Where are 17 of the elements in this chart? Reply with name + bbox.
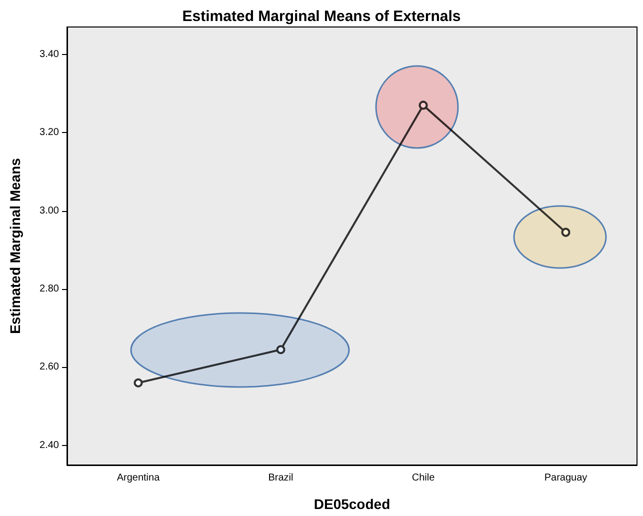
point	[561, 228, 570, 237]
y-tick-label: 3.20	[40, 127, 60, 138]
point	[134, 378, 143, 388]
x-tick-label: Brazil	[268, 472, 294, 484]
y-tick-label: 2.80	[40, 284, 60, 295]
y-tick-label: 2.60	[40, 362, 60, 373]
x-tick-label: Paraguay	[544, 472, 588, 484]
y-tick-label: 2.40	[40, 440, 60, 451]
chart-title: Estimated Marginal Means of Externals	[182, 8, 461, 25]
x-tick-label: Argentina	[116, 472, 160, 484]
y-tick-label: 3.40	[40, 48, 60, 60]
x-axis-title: DE05coded	[314, 496, 390, 512]
y-axis-title: Estimated Marginal Means	[7, 158, 23, 334]
point	[276, 345, 286, 354]
y-tick-label: 3.00	[40, 205, 60, 216]
point	[418, 100, 428, 110]
x-tick-label: Chile	[412, 472, 436, 484]
